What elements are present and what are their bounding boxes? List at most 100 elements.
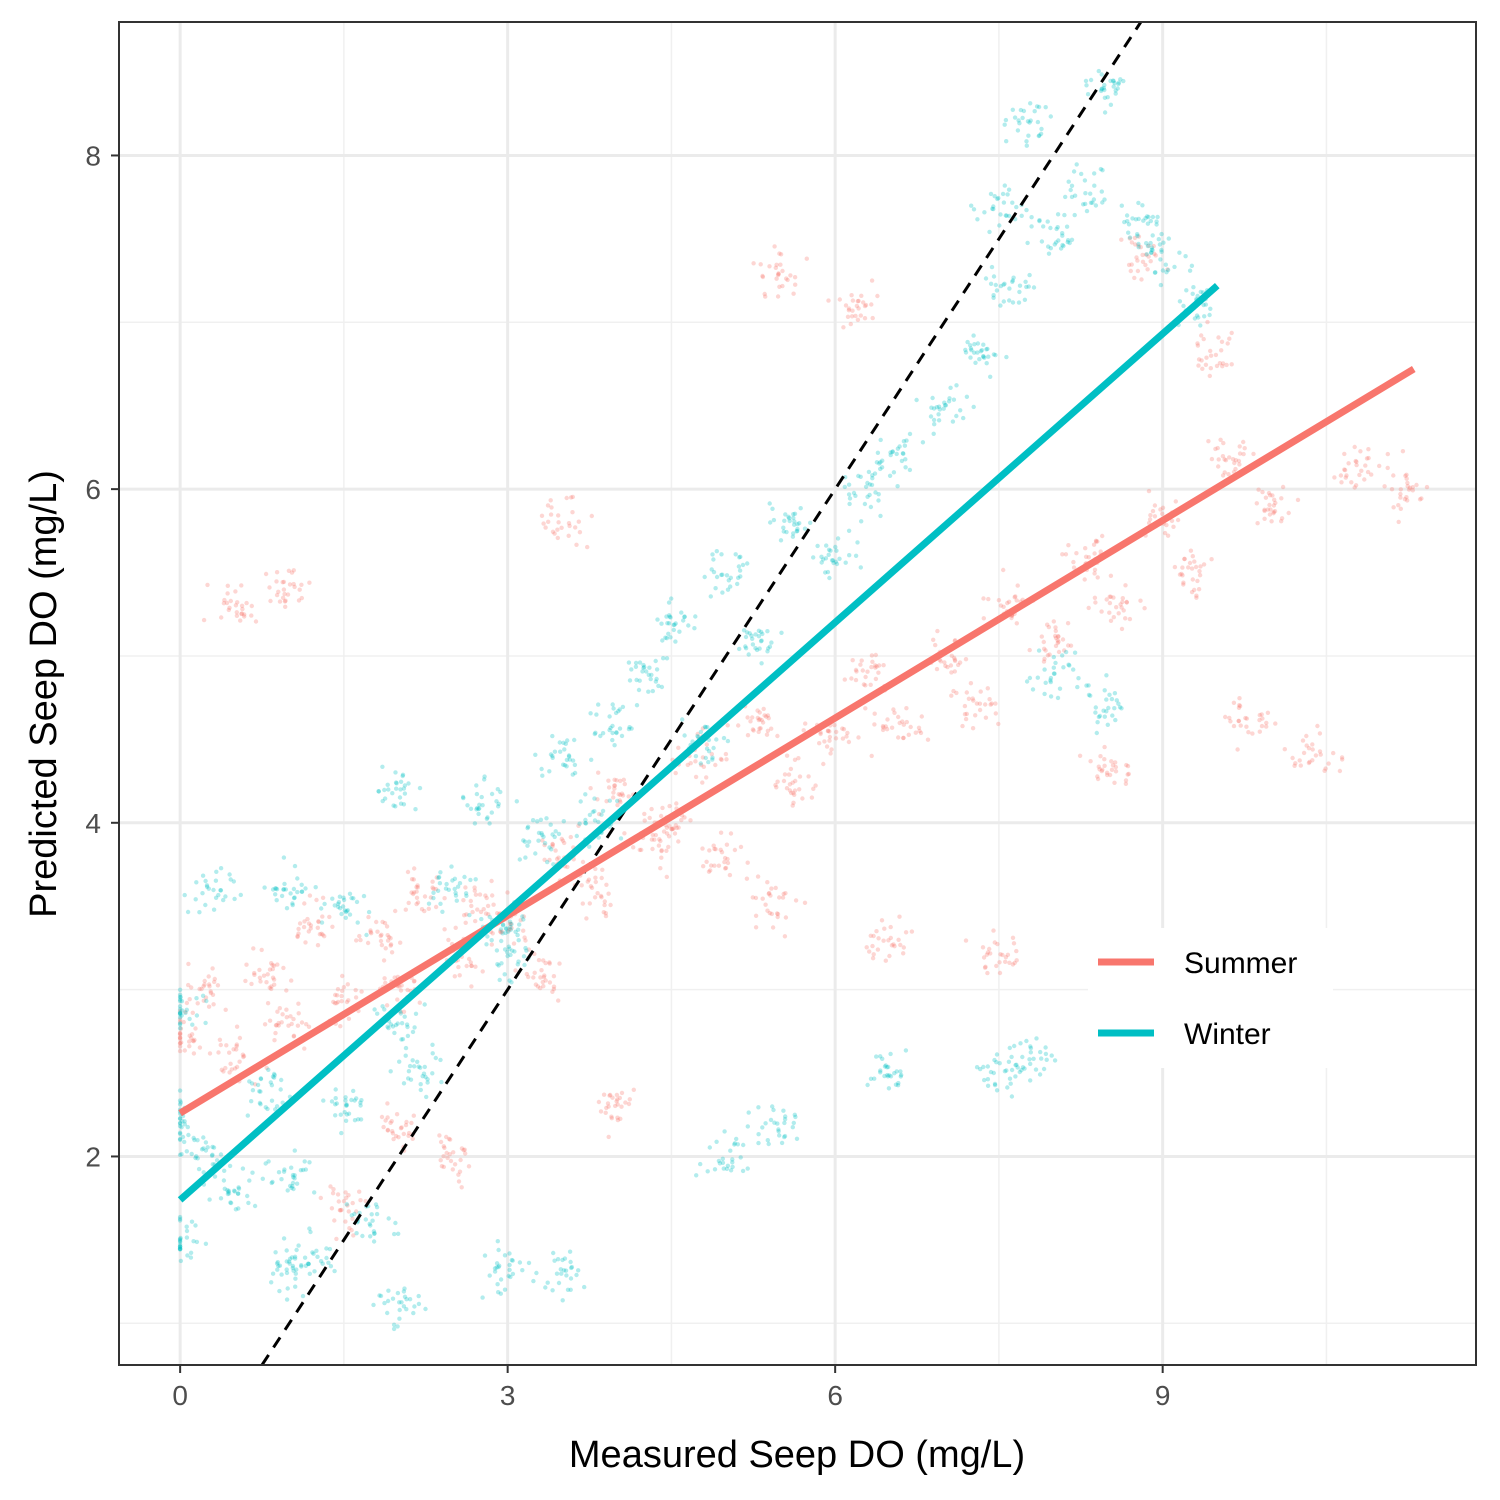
scatter-point (1343, 475, 1349, 480)
scatter-point (1142, 606, 1147, 611)
scatter-point (177, 1238, 183, 1244)
scatter-point (1313, 753, 1319, 758)
scatter-point (177, 1247, 183, 1252)
scatter-point (1056, 639, 1061, 644)
scatter-point (641, 665, 646, 671)
scatter-point (612, 783, 617, 788)
scatter-point (901, 951, 906, 956)
scatter-point (498, 789, 503, 795)
scatter-point (1071, 169, 1077, 174)
scatter-point (888, 1074, 894, 1079)
scatter-point (822, 739, 827, 744)
scatter-point (297, 921, 303, 926)
scatter-point (1086, 605, 1091, 611)
scatter-point (356, 1117, 361, 1122)
scatter-point (968, 355, 973, 360)
scatter-point (262, 1022, 268, 1027)
scatter-point (1005, 600, 1010, 606)
scatter-point (1227, 455, 1232, 460)
scatter-point (775, 911, 781, 917)
scatter-point (904, 719, 909, 725)
scatter-point (405, 987, 410, 993)
scatter-point (991, 274, 997, 279)
scatter-point (416, 1301, 422, 1307)
scatter-point (886, 1064, 891, 1070)
scatter-point (559, 1271, 564, 1276)
scatter-point (296, 1001, 301, 1006)
scatter-point (1266, 490, 1272, 496)
scatter-point (299, 595, 304, 601)
scatter-point (614, 778, 619, 783)
scatter-point (412, 1025, 417, 1030)
scatter-point (1004, 213, 1009, 218)
scatter-point (227, 872, 232, 877)
scatter-point (303, 1263, 309, 1269)
scatter-point (674, 825, 679, 831)
scatter-point (1125, 219, 1130, 224)
scatter-point (1220, 473, 1226, 478)
scatter-point (289, 1021, 294, 1027)
scatter-point (185, 1253, 190, 1258)
scatter-point (957, 660, 963, 665)
scatter-point (553, 848, 558, 853)
scatter-point (760, 1125, 765, 1130)
scatter-point (664, 874, 669, 880)
scatter-point (177, 1123, 183, 1129)
scatter-point (641, 662, 646, 668)
scatter-point (1208, 366, 1214, 371)
scatter-point (1041, 659, 1047, 664)
scatter-point (1015, 583, 1020, 588)
scatter-point (792, 788, 798, 793)
scatter-point (668, 635, 673, 640)
scatter-point (707, 848, 712, 853)
scatter-point (227, 1070, 232, 1075)
scatter-point (753, 895, 759, 901)
scatter-point (1144, 252, 1150, 257)
scatter-point (863, 706, 868, 711)
scatter-point (875, 450, 881, 455)
scatter-point (758, 629, 764, 635)
scatter-point (773, 782, 778, 788)
scatter-point (608, 902, 613, 908)
scatter-point (199, 1147, 205, 1152)
scatter-point (878, 460, 883, 465)
scatter-point (276, 1020, 281, 1026)
scatter-point (1011, 275, 1016, 280)
scatter-point (1023, 279, 1028, 284)
scatter-point (598, 733, 603, 739)
scatter-point (745, 860, 750, 865)
scatter-point (983, 276, 989, 281)
scatter-point (295, 889, 300, 895)
scatter-point (892, 1071, 897, 1076)
scatter-point (444, 1134, 449, 1140)
scatter-point (177, 1244, 183, 1249)
scatter-point (931, 431, 936, 436)
scatter-point (889, 725, 895, 730)
scatter-point (1192, 316, 1198, 321)
scatter-point (204, 998, 209, 1004)
scatter-point (270, 1074, 276, 1079)
scatter-point (1017, 283, 1023, 288)
scatter-point (819, 554, 824, 559)
scatter-point (970, 696, 975, 701)
scatter-point (671, 627, 676, 633)
scatter-point (446, 937, 451, 943)
scatter-point (991, 352, 997, 357)
scatter-point (886, 938, 891, 943)
scatter-point (1310, 742, 1315, 747)
scatter-point (303, 940, 308, 945)
scatter-point (649, 837, 655, 842)
scatter-point (906, 732, 911, 737)
scatter-point (834, 561, 840, 567)
scatter-point (555, 535, 560, 541)
scatter-point (900, 451, 906, 456)
scatter-point (415, 885, 420, 890)
scatter-point (753, 632, 758, 637)
scatter-point (1036, 648, 1042, 653)
scatter-point (873, 490, 878, 495)
scatter-point (1014, 598, 1019, 603)
scatter-point (572, 737, 577, 743)
scatter-point (899, 458, 905, 464)
scatter-point (1109, 696, 1115, 702)
scatter-point (206, 982, 212, 987)
